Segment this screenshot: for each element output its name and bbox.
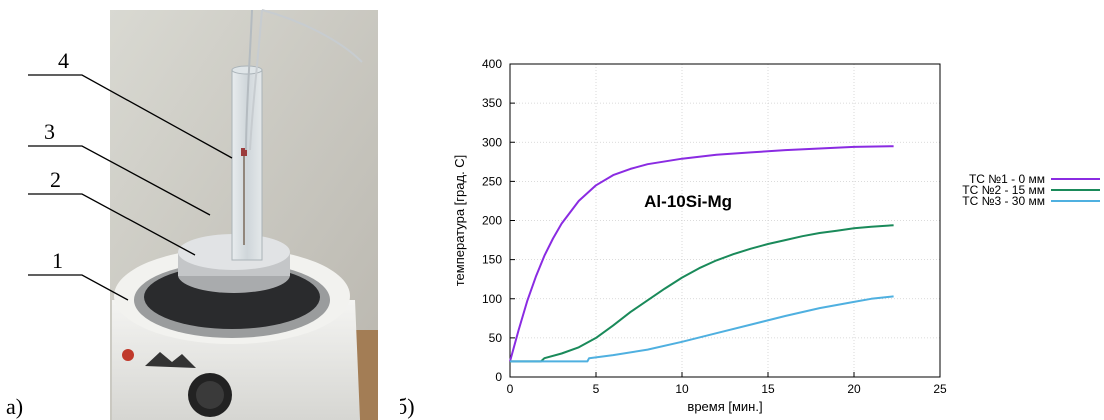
y-tick-label: 0 [495,370,502,384]
thermocouple-wires [245,9,363,151]
x-tick-label: 20 [847,382,861,396]
series-line-3 [510,295,894,363]
y-tick-label: 250 [482,174,502,188]
callout-label-3: 3 [44,119,55,144]
legend-entry-label: ТС №3 - 30 мм [962,194,1045,208]
x-tick-label: 10 [675,382,689,396]
y-tick-label: 150 [482,253,502,267]
y-tick-label: 100 [482,292,502,306]
setup-photo: 4 3 2 1 а) [6,9,378,420]
power-indicator-light [122,349,134,361]
x-axis-label: время [мин.] [687,399,762,414]
y-tick-label: 300 [482,135,502,149]
y-tick-label: 350 [482,96,502,110]
y-tick-label: 200 [482,214,502,228]
chart-grid [510,64,940,377]
callout-lines [28,74,233,301]
brand-logo [145,352,196,368]
x-tick-label: 0 [507,382,514,396]
x-tick-label: 15 [761,382,775,396]
callout-label-1: 1 [52,248,63,273]
x-tick-label: 5 [593,382,600,396]
panel-a-letter: а) [6,394,23,419]
series-line-2 [510,224,894,363]
legend-entry-label: ТС №2 - 15 мм [962,183,1045,197]
series-layer [509,145,894,363]
series-line-1 [509,145,894,362]
callout-label-4: 4 [58,48,69,73]
panel-b-letter: б) [400,394,415,419]
callout-label-2: 2 [50,167,61,192]
legend-entry-label: ТС №1 - 0 мм [969,172,1045,186]
alloy-annotation: Al-10Si-Mg [644,192,732,211]
y-axis-label: температура [град. С] [452,155,467,287]
y-tick-label: 400 [482,57,502,71]
y-tick-label: 50 [489,331,503,345]
x-tick-label: 25 [933,382,947,396]
